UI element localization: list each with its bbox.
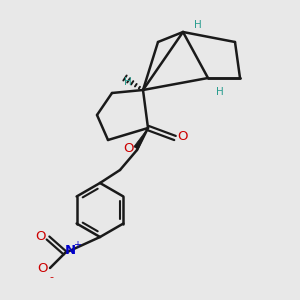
Text: O: O bbox=[178, 130, 188, 142]
Text: N: N bbox=[64, 244, 76, 257]
Text: O: O bbox=[38, 262, 48, 275]
Text: H: H bbox=[124, 77, 132, 87]
Text: H: H bbox=[216, 87, 224, 97]
Text: O: O bbox=[123, 142, 133, 155]
Text: -: - bbox=[49, 272, 53, 282]
Text: H: H bbox=[194, 20, 202, 30]
Text: +: + bbox=[73, 240, 81, 250]
Text: O: O bbox=[36, 230, 46, 242]
Polygon shape bbox=[134, 128, 148, 149]
